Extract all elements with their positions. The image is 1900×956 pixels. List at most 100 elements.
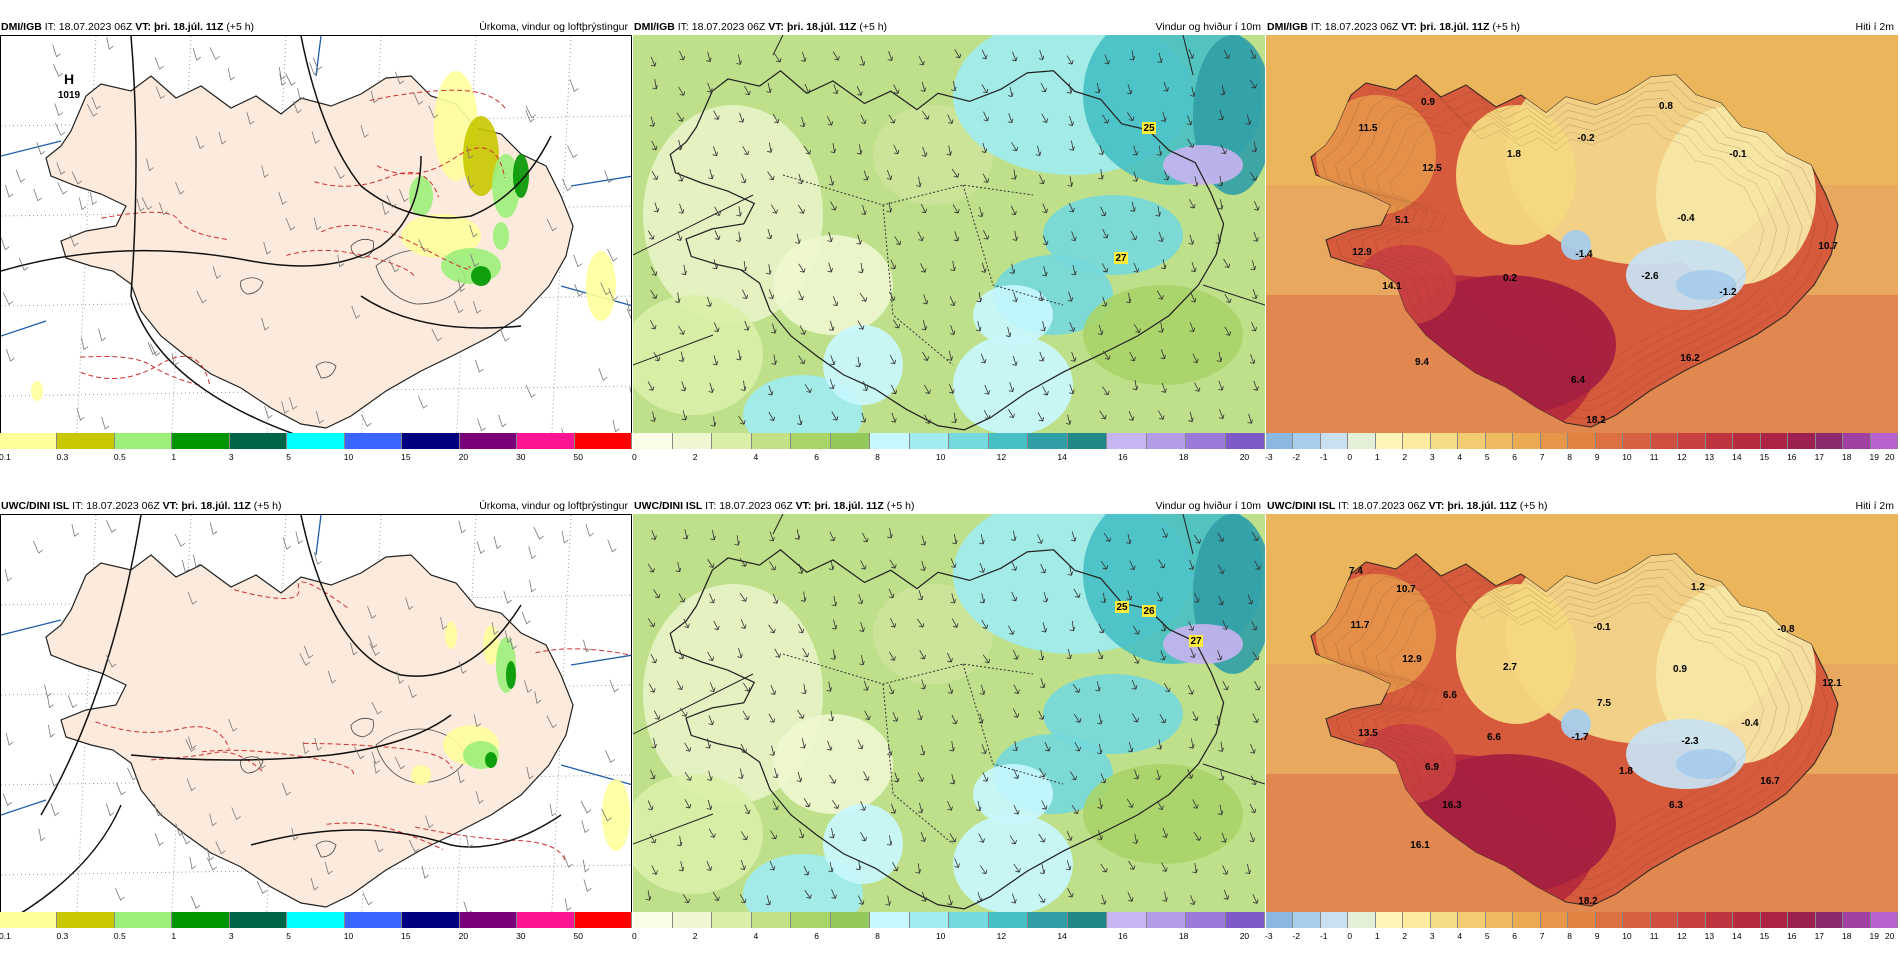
map-panel-precip-dmi: DMI/IGB IT: 18.07.2023 06Z VT: þri. 18.j… [0,17,632,477]
colorbar-cell [831,912,871,928]
colorbar-cell [115,433,172,449]
colorbar-cell [402,433,459,449]
colorbar-tick-label: 1 [1375,931,1380,941]
vt-label: VT: [796,500,812,512]
colorbar-cell [1843,912,1870,928]
temperature-label: 18.2 [1586,415,1606,426]
colorbar-cell [910,912,950,928]
colorbar-cell [1761,912,1788,928]
colorbar-cell [1788,433,1815,449]
colorbar-tick-label: -3 [1265,452,1273,462]
colorbar-cell [115,912,172,928]
precip-blob [31,381,43,401]
colorbar-cell [1431,433,1458,449]
colorbar-tick-label: 12 [997,931,1006,941]
colorbar-tick-label: 15 [401,931,410,941]
colorbar-cell [1107,912,1147,928]
model-name: UWC/DINI ISL [634,500,702,512]
colorbar-tick-label: 17 [1815,452,1824,462]
colorbar-tick-label: 0.5 [114,931,126,941]
colorbar-tick-label: 6 [814,452,819,462]
precip-blob [602,779,630,851]
map-panel-precip-uwc: UWC/DINI ISL IT: 18.07.2023 06Z VT: þri.… [0,496,632,956]
colorbar-cell [1596,433,1623,449]
colorbar-tick-label: 8 [875,452,880,462]
colorbar-cell [1623,912,1650,928]
temperature-label: 1.8 [1507,149,1521,160]
it-label: IT: [705,500,716,512]
panel-header: UWC/DINI ISL IT: 18.07.2023 06Z VT: þri.… [1266,496,1898,516]
colorbar-tick-label: 3 [1430,452,1435,462]
temperature-zone [1456,584,1576,724]
colorbar-cell [673,433,713,449]
colorbar-tick-label: 0.1 [0,931,11,941]
colorbar-tick-label: 0.3 [56,931,68,941]
colorbar-tick-label: 13 [1705,931,1714,941]
valid-time: þri. 18.júl. 11Z [1420,21,1489,33]
temperature-label: -2.3 [1681,736,1699,747]
colorbar-cell [1843,433,1870,449]
colorbar-tick-label: 10 [936,931,945,941]
colorbar-tick-label: 1 [171,931,176,941]
colorbar-tick-label: 30 [516,452,525,462]
temperature-label: 10.7 [1818,241,1838,252]
it-label: IT: [72,500,83,512]
colorbar-cell [752,912,792,928]
temperature-zone [1456,105,1576,245]
precip-blob [471,266,491,286]
precip-blob [441,248,501,284]
colorbar-tick-label: 5 [1485,931,1490,941]
init-time: 18.07.2023 06Z [1352,500,1426,512]
colorbar-cell [1596,912,1623,928]
colorbar-cell [1147,433,1187,449]
precip-blob [411,765,431,785]
lead-time: (+5 h) [887,500,915,512]
colorbar-cell [1871,433,1898,449]
colorbar-cell [1293,912,1320,928]
wind-speed-patch [973,285,1053,345]
colorbar-tick-label: 0.5 [114,452,126,462]
lead-time: (+5 h) [254,500,282,512]
colorbar-tick-label: 6 [814,931,819,941]
temperature-label: 6.6 [1487,732,1501,743]
colorbar-tick-label: 19 [1870,931,1879,941]
colorbar-cell [870,912,910,928]
colorbar-tick-label: 14 [1057,931,1066,941]
colorbar-cell [1186,912,1226,928]
colorbar-cell [1376,912,1403,928]
colorbar-cell [1816,433,1843,449]
map-panel-temp-uwc: UWC/DINI ISL IT: 18.07.2023 06Z VT: þri.… [1266,496,1898,956]
colorbar-cell [1028,433,1068,449]
colorbar-cell [1678,433,1705,449]
valid-time: þri. 18.júl. 11Z [787,21,856,33]
colorbar-cell [1678,912,1705,928]
colorbar-cell [1186,433,1226,449]
colorbar-tick-label: 18 [1179,931,1188,941]
valid-time: þri. 18.júl. 11Z [154,21,223,33]
temperature-label: -0.1 [1593,622,1611,633]
colorbar-cell [910,433,950,449]
colorbar-tick-label: 11 [1650,931,1659,941]
colorbar-tick-label: 8 [1567,452,1572,462]
colorbar-tick-label: 18 [1842,931,1851,941]
colorbar-tick-label: 15 [401,452,410,462]
colorbar-tick-label: 0.3 [56,452,68,462]
pressure-label: H [64,71,74,87]
temperature-label: 18.2 [1578,896,1598,907]
colorbar-tick-label: 0 [632,931,637,941]
colorbar-cell [517,433,574,449]
colorbar-tick-label: 7 [1540,452,1545,462]
colorbar-cell [673,912,713,928]
valid-time: þri. 18.júl. 11Z [814,500,883,512]
precip-blob [586,251,616,321]
colorbar-cell [0,433,57,449]
colorbar-cell [230,433,287,449]
init-time: 18.07.2023 06Z [692,21,766,33]
colorbar-tick-label: 16 [1787,931,1796,941]
colorbar-tick-label: 2 [693,931,698,941]
colorbar-tick-label: 10 [1622,452,1631,462]
temperature-label: 12.1 [1822,678,1842,689]
